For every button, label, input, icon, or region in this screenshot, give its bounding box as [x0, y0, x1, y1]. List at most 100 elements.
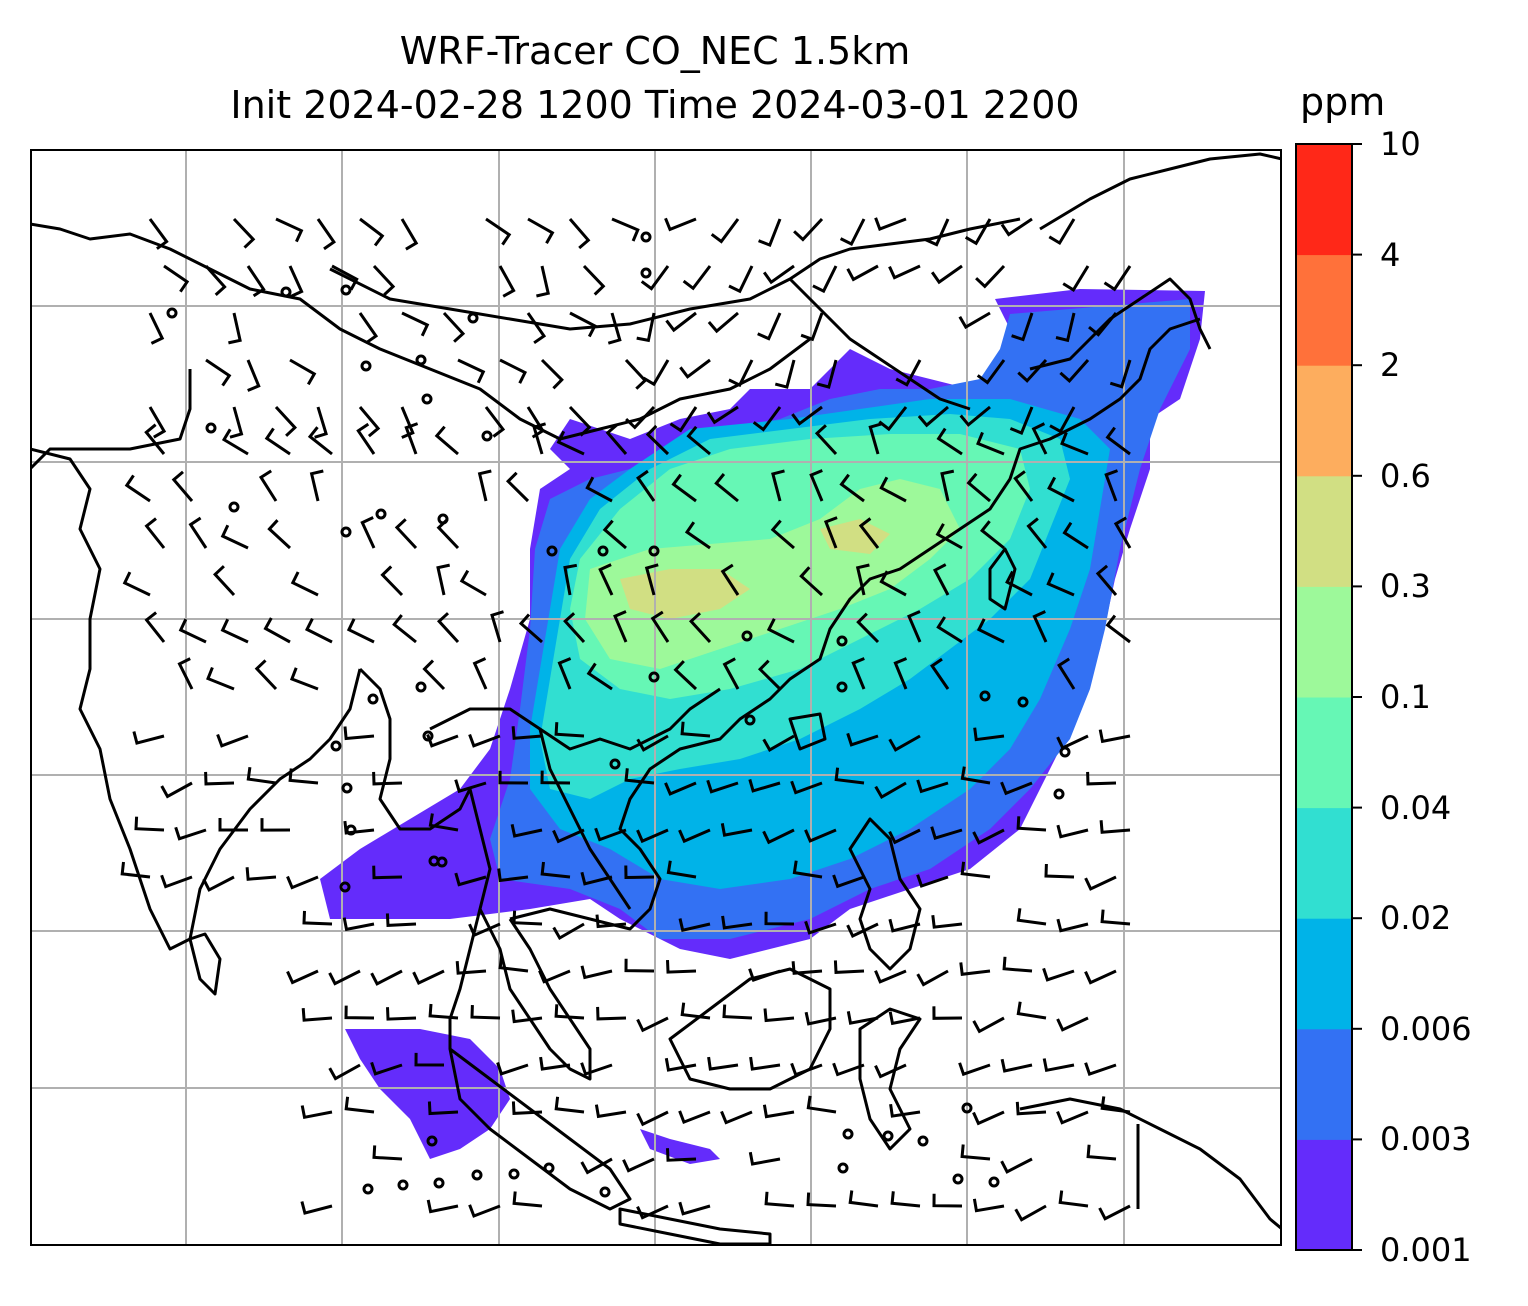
wind-barb: [218, 818, 248, 832]
wind-barb: [540, 770, 571, 785]
wind-barb: [916, 874, 949, 888]
wind-barb: [890, 1191, 921, 1208]
wind-barb: [664, 217, 697, 232]
wind-barb: [748, 1151, 781, 1166]
wind-barb: [972, 828, 1005, 845]
wind-barb: [936, 427, 963, 456]
wind-barb: [666, 960, 697, 974]
wind-barb: [258, 469, 278, 502]
wind-barb: [580, 965, 613, 980]
wind-barb: [563, 612, 586, 644]
wind-barb: [686, 425, 711, 456]
colorbar-tick-label: 2: [1380, 346, 1401, 385]
calm-wind-circle: [360, 360, 372, 372]
wind-barb: [511, 1009, 543, 1024]
wind-barb: [669, 406, 698, 433]
border-western: [30, 369, 192, 471]
wind-barb: [645, 424, 670, 456]
wind-barb: [1056, 1016, 1089, 1032]
wind-barb: [888, 828, 921, 845]
wind-barb: [722, 657, 740, 690]
wind-barb: [665, 311, 697, 333]
wind-barb: [1104, 469, 1119, 502]
wind-barb: [536, 265, 550, 298]
calm-wind-circle: [640, 267, 652, 279]
calm-wind-circle: [471, 1169, 483, 1181]
calm-wind-circle: [597, 545, 609, 557]
calm-wind-circle: [744, 714, 756, 726]
wind-barb: [246, 767, 277, 785]
wind-barb: [346, 618, 375, 644]
wind-barb: [328, 969, 361, 986]
wind-barb: [148, 218, 169, 250]
wind-barb: [710, 218, 740, 244]
coastline-hainan: [788, 712, 827, 751]
wind-barb: [1086, 1144, 1117, 1161]
wind-barb: [557, 657, 572, 690]
wind-barb: [160, 781, 193, 799]
wind-barb: [721, 915, 753, 930]
wind-barb: [1044, 863, 1075, 879]
calm-wind-circle: [367, 693, 379, 705]
wind-barb: [468, 922, 501, 938]
wind-barb: [960, 766, 991, 785]
wind-barb: [888, 1011, 921, 1026]
calm-wind-circle: [426, 1135, 438, 1147]
wind-barb: [664, 781, 697, 796]
colorbar-tick-label: 4: [1380, 235, 1401, 274]
calm-wind-circle: [415, 681, 427, 693]
wind-barb: [554, 722, 585, 738]
wind-barb: [749, 1056, 781, 1071]
coastline-philippines: [848, 817, 922, 971]
wind-barb: [370, 969, 403, 986]
wind-barb: [636, 734, 669, 752]
wind-barb: [1016, 908, 1047, 926]
wind-barb: [762, 828, 795, 845]
wind-barb: [848, 1190, 879, 1208]
wind-barb: [895, 359, 922, 387]
wind-barb: [858, 517, 880, 549]
wind-barb: [511, 726, 543, 740]
wind-barb: [498, 955, 529, 973]
wind-barb: [412, 969, 445, 985]
field-level-0.3-b: [820, 519, 890, 554]
wind-barb: [1002, 956, 1033, 973]
wind-barb: [930, 657, 950, 690]
wind-barb: [671, 473, 697, 503]
wind-barb: [498, 770, 529, 785]
wind-barb: [380, 565, 404, 597]
wind-barb: [766, 618, 795, 644]
wind-barb: [764, 911, 795, 926]
wind-barb: [748, 778, 781, 793]
map-title-line-2: Init 2024-02-28 1200 Time 2024-03-01 220…: [230, 83, 1080, 127]
wind-barb: [144, 423, 166, 455]
wind-barb: [888, 264, 921, 280]
wind-barb: [1009, 406, 1034, 435]
wind-barb: [1017, 358, 1048, 383]
wind-barb: [935, 523, 963, 550]
calm-wind-circle: [166, 307, 178, 319]
colorbar-segment: [1296, 807, 1352, 919]
calm-wind-circle: [345, 824, 357, 836]
wind-barb: [972, 1110, 1005, 1126]
wind-barb: [400, 406, 415, 439]
wind-barb: [148, 406, 167, 439]
lat-lon-gridlines: [30, 149, 1282, 1246]
wind-barb: [436, 612, 460, 644]
wind-barb: [972, 1016, 1005, 1034]
wind-barb: [804, 828, 837, 843]
wind-barb: [1062, 265, 1090, 292]
wind-barb: [1105, 614, 1131, 644]
wind-barb: [188, 516, 208, 549]
colorbar-tick-label: 0.3: [1380, 567, 1431, 606]
wind-barb: [288, 265, 304, 298]
wind-barb: [832, 874, 865, 889]
colorbar-tick-label: 0.6: [1380, 456, 1431, 495]
calm-wind-circle: [741, 630, 753, 642]
wind-barb: [916, 779, 949, 794]
wind-barb: [1056, 1110, 1089, 1125]
wind-barb: [358, 312, 379, 345]
wind-barb: [434, 425, 459, 456]
wind-barb: [552, 828, 585, 844]
calm-wind-circle: [422, 730, 434, 742]
